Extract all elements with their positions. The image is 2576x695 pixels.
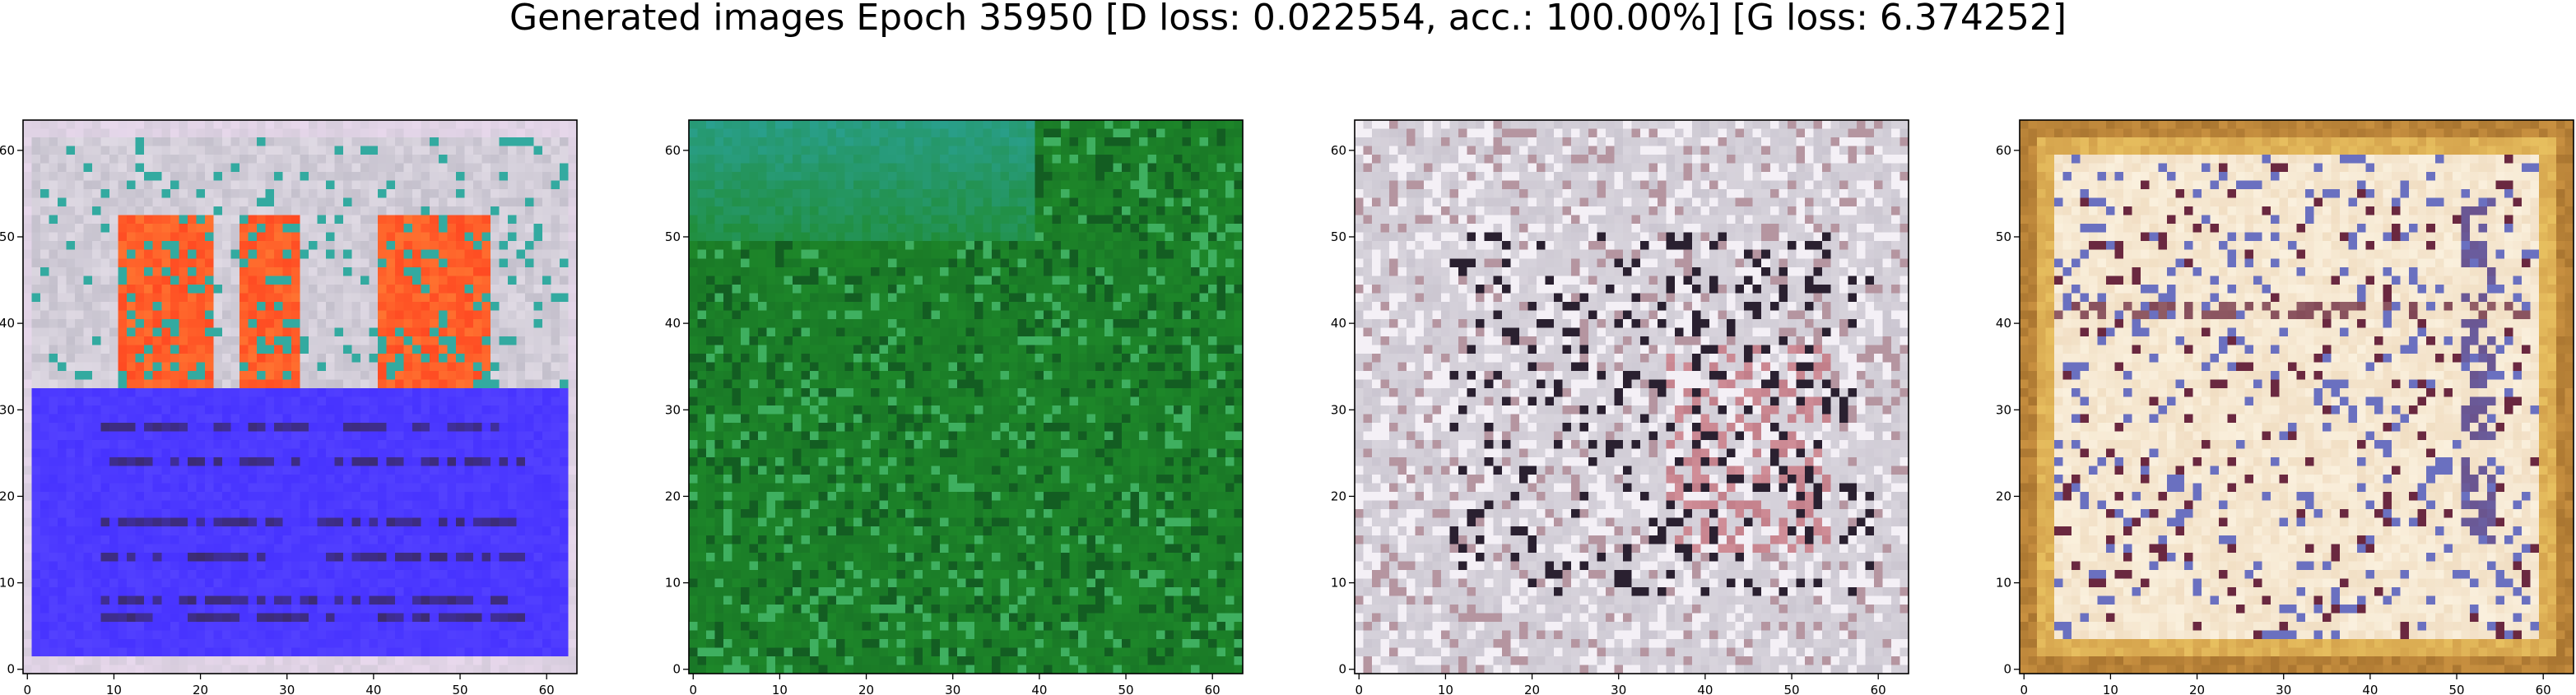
y-tick-label: 60 [1996, 143, 2011, 158]
generated-image-4 [2020, 120, 2574, 674]
image-panel-2: 0 10 20 30 40 50 60 0 10 20 30 40 50 60 [665, 119, 1244, 695]
axes-frame [22, 119, 578, 674]
x-tick-label: 10 [106, 683, 122, 695]
y-tick-label: 10 [665, 576, 681, 591]
y-tick-label: 20 [665, 489, 681, 503]
x-tick-label: 0 [2020, 683, 2028, 695]
x-tick-label: 20 [858, 683, 874, 695]
x-tick-label: 30 [1611, 683, 1626, 695]
y-tick-label: 10 [0, 576, 15, 591]
y-tick-label: 40 [0, 316, 15, 331]
image-panel-1: 0 10 20 30 40 50 60 0 10 20 30 40 50 60 [0, 119, 578, 695]
x-tick-label: 10 [1438, 683, 1453, 695]
x-tick-label: 60 [1871, 683, 1886, 695]
y-tick-label: 50 [665, 229, 681, 244]
y-tick-label: 0 [1338, 662, 1346, 677]
x-tick-label: 50 [1118, 683, 1133, 695]
axes-frame [2019, 119, 2574, 674]
generated-image-2 [689, 120, 1244, 674]
y-tick-label: 30 [665, 402, 681, 417]
image-panel-3: 0 10 20 30 40 50 60 0 10 20 30 40 50 60 [1331, 119, 1909, 695]
x-tick-label: 0 [689, 683, 697, 695]
generated-image-3 [1355, 120, 1909, 674]
x-tick-label: 20 [193, 683, 208, 695]
x-tick-label: 0 [23, 683, 31, 695]
x-tick-label: 30 [279, 683, 295, 695]
x-tick-label: 60 [539, 683, 555, 695]
x-tick-label: 10 [2103, 683, 2118, 695]
image-panel-4: 0 10 20 30 40 50 60 0 10 20 30 40 50 60 [1996, 119, 2574, 695]
x-tick-label: 60 [2536, 683, 2551, 695]
y-tick-label: 60 [1331, 143, 1346, 158]
y-tick-label: 60 [665, 143, 681, 158]
axes-frame [1354, 119, 1909, 674]
x-tick-label: 20 [1524, 683, 1540, 695]
y-tick-label: 10 [1331, 576, 1346, 591]
y-tick-label: 50 [1996, 229, 2011, 244]
x-tick-label: 30 [2276, 683, 2291, 695]
x-tick-label: 10 [772, 683, 788, 695]
generated-image-1 [23, 120, 578, 674]
y-tick-label: 0 [2003, 662, 2011, 677]
y-tick-label: 10 [1996, 576, 2011, 591]
y-tick-label: 30 [1331, 402, 1346, 417]
y-tick-label: 0 [7, 662, 15, 677]
axes-frame [688, 119, 1244, 674]
y-tick-label: 30 [0, 402, 15, 417]
y-tick-label: 40 [665, 316, 681, 331]
y-tick-label: 30 [1996, 402, 2011, 417]
x-tick-label: 40 [1697, 683, 1713, 695]
figure-title: Generated images Epoch 35950 [D loss: 0.… [509, 0, 2067, 39]
y-tick-label: 60 [0, 143, 15, 158]
y-tick-label: 40 [1331, 316, 1346, 331]
x-tick-label: 40 [1031, 683, 1047, 695]
x-tick-label: 40 [2362, 683, 2378, 695]
y-tick-label: 0 [672, 662, 681, 677]
y-tick-label: 50 [1331, 229, 1346, 244]
x-tick-label: 40 [365, 683, 381, 695]
x-tick-label: 30 [945, 683, 960, 695]
x-tick-label: 50 [452, 683, 467, 695]
y-tick-label: 20 [1331, 489, 1346, 503]
x-tick-label: 20 [2189, 683, 2205, 695]
y-tick-label: 20 [0, 489, 15, 503]
x-tick-label: 50 [2448, 683, 2464, 695]
x-tick-label: 0 [1355, 683, 1363, 695]
y-tick-label: 40 [1996, 316, 2011, 331]
x-tick-label: 50 [1783, 683, 1799, 695]
y-tick-label: 50 [0, 229, 15, 244]
y-tick-label: 20 [1996, 489, 2011, 503]
x-tick-label: 60 [1205, 683, 1221, 695]
